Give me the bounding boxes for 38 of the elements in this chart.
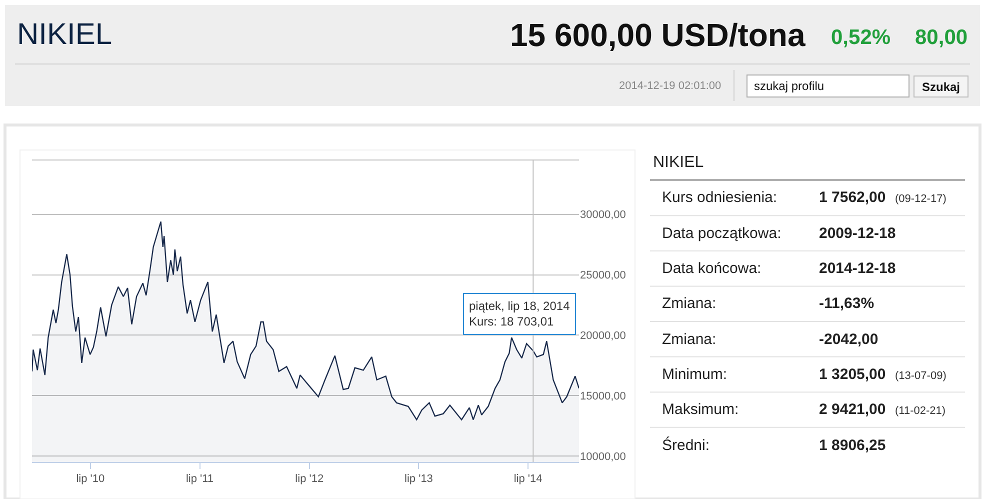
- y-tick-label: 20000,00: [580, 330, 626, 342]
- text: 80,00: [915, 26, 968, 49]
- category-label: Zmiana:: [662, 295, 716, 312]
- x-tick-label: lip '13: [404, 473, 433, 486]
- text: szukaj profilu: [754, 79, 824, 93]
- text: (09-12-17): [895, 193, 946, 205]
- category-label: Średni:: [662, 437, 710, 454]
- category-label: Data początkowa:: [662, 225, 782, 242]
- category-label: Data końcowa:: [662, 260, 762, 277]
- text: -11,63%: [819, 295, 874, 312]
- text: 2 9421,00: [819, 401, 886, 418]
- text: (11-02-21): [895, 405, 946, 417]
- text: (13-07-09): [895, 370, 946, 382]
- annotation: piątek, lip 18, 2014 Kurs: 18 703,01: [469, 299, 570, 329]
- y-tick-label: 25000,00: [580, 270, 626, 282]
- text: Szukaj: [922, 80, 960, 94]
- text: NIKIEL: [653, 154, 704, 171]
- category-label: Minimum:: [662, 366, 728, 383]
- category-label: Maksimum:: [662, 401, 739, 418]
- x-tick-label: lip '10: [76, 473, 105, 486]
- y-tick-label: 10000,00: [580, 450, 626, 463]
- category-label: Zmiana:: [662, 331, 716, 348]
- text: 2014-12-18: [819, 260, 896, 277]
- text: 2014-12-19 02:01:00: [619, 80, 722, 92]
- x-tick-label: lip '14: [514, 473, 542, 486]
- text: 0,52%: [831, 26, 891, 49]
- y-tick-label: 30000,00: [580, 209, 626, 222]
- text: NIKIEL: [17, 18, 112, 51]
- text: 1 8906,25: [819, 437, 886, 454]
- x-tick-label: lip '12: [295, 473, 324, 486]
- y-tick-label: 15000,00: [580, 390, 626, 402]
- text: 15 600,00 USD/tona: [510, 17, 806, 53]
- text: 1 7562,00: [819, 189, 886, 206]
- text: -2042,00: [819, 331, 878, 348]
- text: 2009-12-18: [819, 225, 896, 242]
- text: 1 3205,00: [819, 366, 886, 383]
- x-tick-label: lip '11: [186, 473, 214, 486]
- category-label: Kurs odniesienia:: [662, 189, 778, 206]
